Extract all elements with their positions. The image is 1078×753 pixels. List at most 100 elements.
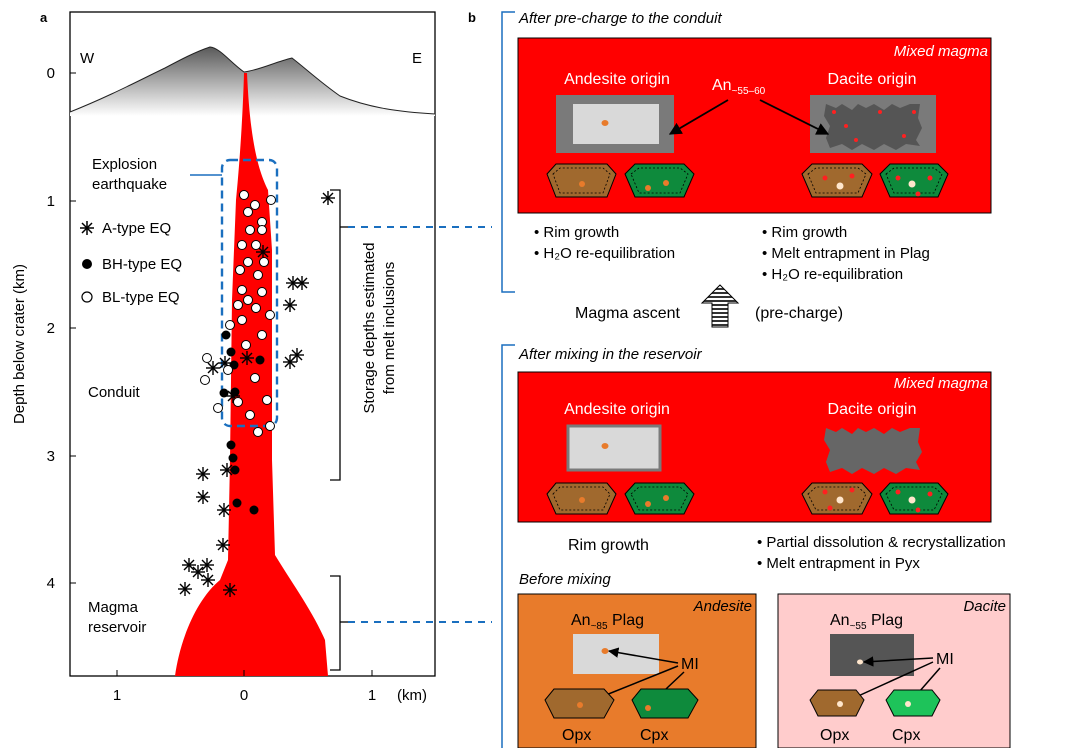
legend-asterisk-icon [80,221,94,235]
andesite-plag [573,634,659,674]
stage1-andesite-origin: Andesite origin [564,71,670,88]
andesite-cpx-label: Cpx [640,727,668,744]
a-type-eq-marker [321,191,335,205]
a-type-eq-marker [206,361,220,375]
bl-type-eq-marker [251,303,261,313]
a-type-eq-marker [216,538,230,552]
bl-type-eq-marker [202,353,212,363]
bl-type-eq-marker [200,375,210,385]
a-type-eq-marker [201,573,215,587]
stage2-cpx-dacite [879,482,949,515]
stage2-opx-dacite [801,482,873,515]
bh-type-eq-marker [230,387,240,397]
reservoir-bracket [330,575,341,671]
a-type-eq-marker [178,582,192,596]
bl-type-eq-marker [251,240,261,250]
stage1-andesite-mi [601,120,609,126]
andesite-opx-crystal [544,688,615,719]
bh-type-eq-marker [255,355,265,365]
bl-type-eq-marker [243,207,253,217]
stage1-an-label: An~55–60 [712,77,766,97]
x-tick-center: 0 [240,687,248,704]
dacite-an-label: An~55 Plag [830,612,903,632]
bl-type-eq-marker [253,270,263,280]
explosion-label-2: earthquake [92,176,167,193]
andesite-label: Andesite [693,598,752,615]
stage2-andesite-origin: Andesite origin [564,401,670,418]
bl-type-eq-marker [243,295,253,305]
ascent-arrow-icon [700,284,740,328]
x-tick-left: 1 [113,687,121,704]
andesite-mi-arrow-1 [607,647,679,664]
mountain-silhouette [70,47,435,116]
dacite-mi-arrow-1 [862,656,934,667]
stage1-andesite-note-1: • Rim growth [534,224,619,241]
panel-a: a W E Explosion earthquake Conduit Magma… [11,10,436,704]
bl-type-eq-marker [233,300,243,310]
stage1-an-arrow-left [668,99,729,135]
bl-type-eq-marker [233,397,243,407]
stage1-opx-dacite [801,163,873,198]
bh-type-eq-marker [221,330,231,340]
a-type-eq-marker [217,503,231,517]
bl-type-eq-marker [262,395,272,405]
stage2-dacite-origin: Dacite origin [828,401,917,418]
y-tick-3: 3 [47,448,55,465]
andesite-plag-mi [601,648,609,654]
andesite-cpx-crystal [631,688,699,719]
legend: A-type EQ BH-type EQ BL-type EQ [80,220,182,306]
x-tick-right: 1 [368,687,376,704]
bl-type-eq-marker [237,240,247,250]
stage1-cpx-andesite [624,163,695,198]
storage-label-1: Storage depths estimated [361,243,378,414]
explosion-label-1: Explosion [92,156,157,173]
panel-a-label: a [40,10,48,25]
bh-type-eq-marker [230,465,240,475]
legend-a-type: A-type EQ [102,220,171,237]
storage-bracket [330,189,341,481]
dacite-plag-mi [857,659,863,665]
andesite-an-label: An~85 Plag [571,612,644,632]
legend-open-circle-icon [81,291,93,303]
legend-bh-type: BH-type EQ [102,256,182,273]
east-label: E [412,50,422,67]
stage1-bracket [501,11,515,293]
bl-type-eq-marker [245,410,255,420]
a-type-eq-marker [283,298,297,312]
y-tick-0: 0 [47,65,55,82]
a-type-eq-marker [286,276,300,290]
stage2-bracket [501,344,515,748]
a-type-eq-marker [191,565,205,579]
stage2-cpx-andesite [624,482,695,515]
dacite-plag [830,634,914,676]
bl-type-eq-marker [239,190,249,200]
bh-type-eq-marker [226,347,236,357]
stage2-andesite-mi [601,443,609,449]
bl-type-eq-marker [241,340,251,350]
bl-type-eq-marker [266,195,276,205]
west-label: W [80,50,95,67]
stage2-dacite-plag [824,428,922,474]
dacite-label: Dacite [963,598,1006,615]
bl-type-eq-marker [250,373,260,383]
bl-type-eq-marker [223,365,233,375]
bl-type-eq-marker [257,287,267,297]
dacite-opx-crystal [809,689,865,717]
bl-type-eq-marker [257,225,267,235]
a-type-eq-marker [182,558,196,572]
bl-type-eq-marker [225,320,235,330]
stage1-dacite-note-2: • Melt entrapment in Plag [762,245,930,262]
bh-type-eq-marker [228,453,238,463]
reservoir-label-1: Magma [88,599,139,616]
stage1-an-arrow-right [759,99,830,135]
bl-type-eq-marker [235,265,245,275]
reservoir-label-2: reservoir [88,619,146,636]
stage1-mixed-label: Mixed magma [894,43,988,60]
stage2-mixed-label: Mixed magma [894,375,988,392]
dacite-opx-label: Opx [820,727,849,744]
a-type-eq-marker [240,351,254,365]
bl-type-eq-marker [245,225,255,235]
a-type-eq-marker [256,245,270,259]
bl-type-eq-marker [253,427,263,437]
